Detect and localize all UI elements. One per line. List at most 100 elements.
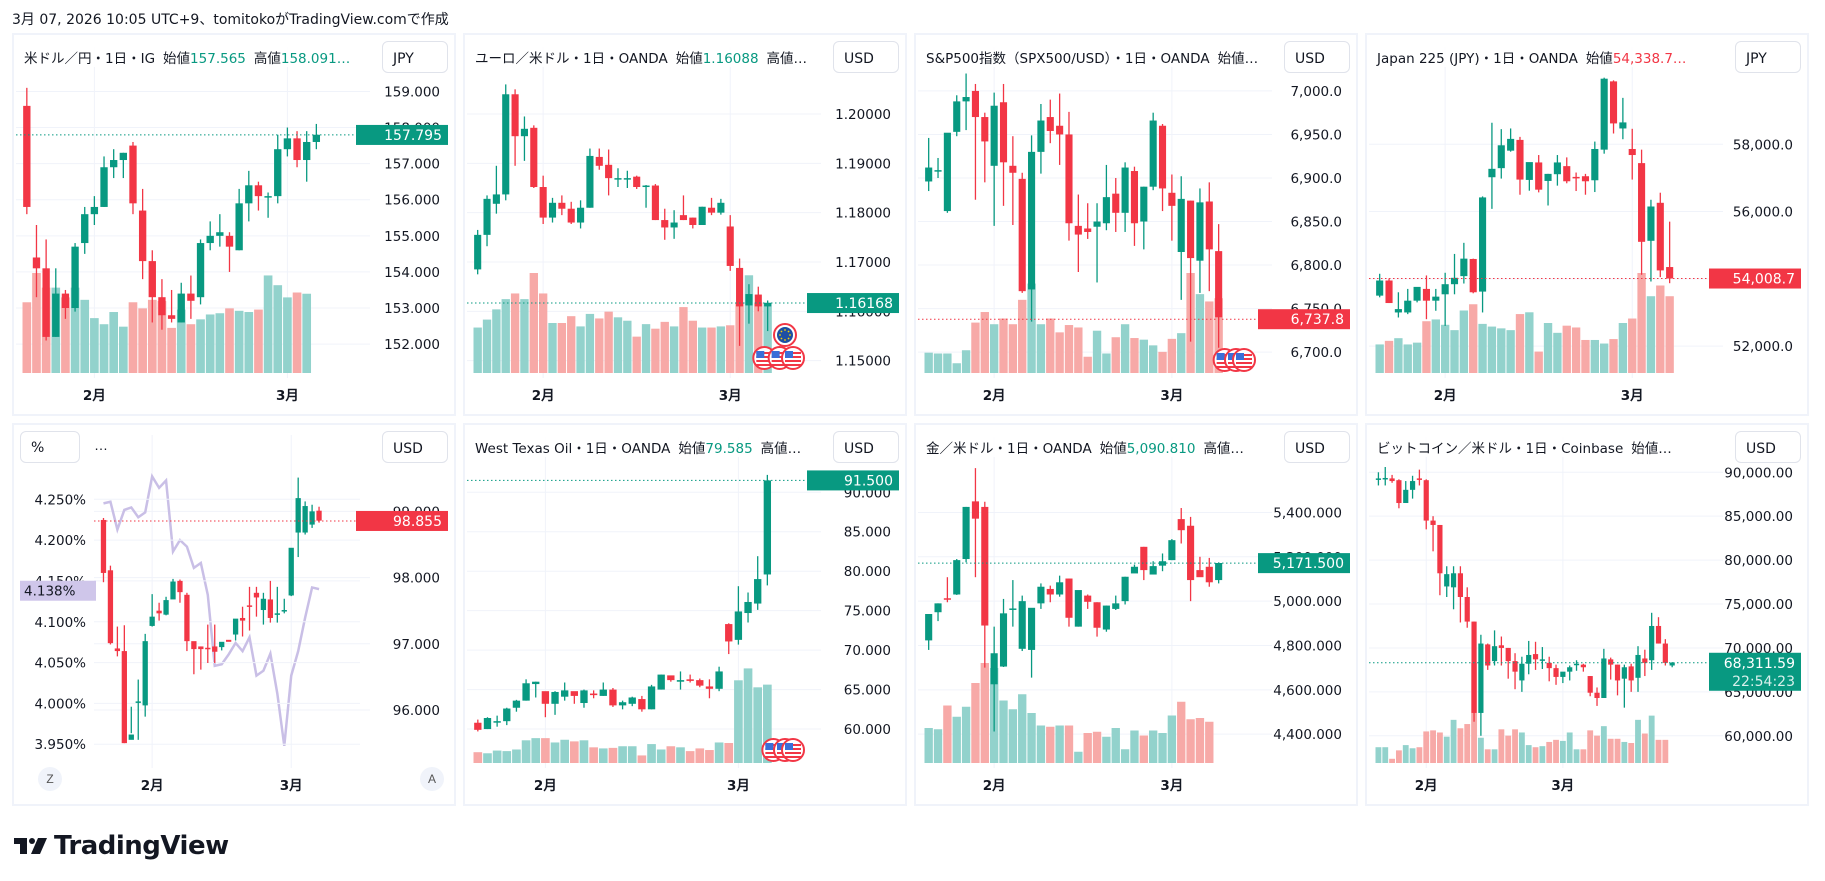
volume-bar [273, 285, 283, 373]
volume-bar [637, 755, 647, 763]
candle [638, 695, 646, 712]
volume-bar [1543, 323, 1553, 373]
candle [312, 123, 321, 150]
left-scale-button[interactable]: % [20, 431, 80, 463]
last-price-label: 6,737.8 [1291, 312, 1344, 328]
candle [128, 706, 134, 740]
volume-bar [1102, 353, 1111, 373]
y-tick-label: 1.19000 [835, 156, 891, 172]
chart-svg: 4,400.0004,600.0004,800.0005,000.0005,20… [918, 437, 1350, 794]
chart-panel[interactable]: 52,000.054,000.056,000.058,000.02月3月54,0… [1365, 33, 1809, 416]
symbol-title[interactable]: S&P500指数（SPX500/USD）・1日・OANDA 始値… [926, 47, 1263, 67]
volume-bar [1505, 735, 1512, 763]
eu-event-icon[interactable] [773, 323, 797, 347]
ohlc-value: 158.091… [280, 51, 351, 67]
last-price-label: 68,311.59 [1724, 656, 1795, 672]
ohlc-value: 54,338.7… [1612, 51, 1687, 67]
candle [647, 684, 656, 710]
candle [71, 243, 79, 312]
candle [1065, 578, 1073, 627]
chart-panel[interactable]: 60,000.00 65,000.00 70,000.00 75,000.00 80,0… [1365, 423, 1809, 806]
volume-bar [1148, 730, 1158, 763]
symbol-title[interactable]: 米ドル／円・1日・IG 始値157.565 高値158.091… [24, 47, 355, 67]
candle [1130, 166, 1139, 246]
ohlc-label: 高値 [253, 51, 281, 67]
symbol-title[interactable]: West Texas Oil・1日・OANDA 始値79.585 高値… [475, 437, 806, 457]
candle [1669, 661, 1675, 668]
volume-bar [1008, 709, 1018, 763]
currency-button[interactable]: USD [1735, 431, 1801, 463]
candle [1580, 663, 1586, 672]
symbol-title[interactable]: ユーロ／米ドル・1日・OANDA 始値1.16088 高値… [475, 47, 812, 67]
candle [226, 639, 232, 642]
symbol-title[interactable]: Japan 225 (JPY)・1日・OANDA 始値54,338.7… [1377, 47, 1691, 67]
candle [1478, 634, 1484, 736]
us-event-icon[interactable] [781, 346, 805, 370]
y-tick-label: 85.000 [844, 525, 891, 541]
candle [618, 700, 627, 710]
volume-bar [531, 738, 541, 763]
symbol-title[interactable]: 金／米ドル・1日・OANDA 始値5,090.810 高値… [926, 437, 1248, 457]
currency-button[interactable]: USD [1284, 431, 1350, 463]
candle [605, 149, 613, 196]
volume-bar [234, 310, 244, 373]
currency-button[interactable]: USD [833, 41, 899, 73]
y-tick-label: 60.000 [844, 722, 891, 738]
currency-button[interactable]: USD [833, 431, 899, 463]
candle [1491, 630, 1498, 666]
y-tick-label: 85,000.00 [1724, 509, 1793, 525]
y-tick-label: 154.000 [384, 265, 440, 281]
candle [1609, 80, 1618, 134]
volume-bar [589, 747, 598, 763]
auto-scale-badge[interactable]: A [420, 767, 444, 791]
currency-button[interactable]: JPY [1735, 41, 1801, 73]
chart-panel[interactable]: 6,700.06,750.06,800.06,850.06,900.06,950… [914, 33, 1358, 416]
symbol-title[interactable]: ビットコイン／米ドル・1日・Coinbase 始値… [1377, 437, 1676, 457]
volume-bar [176, 309, 186, 373]
volume-bar [1665, 296, 1674, 373]
volume-bar [679, 307, 688, 373]
chart-panel[interactable]: 96.00097.00098.00099.0002月3月3.950%4.000%… [12, 423, 456, 806]
candle [633, 175, 641, 189]
candle [707, 197, 716, 216]
chart-panel[interactable]: 60.000 65.000 70.000 75.000 80.000 85.000 90.0… [463, 423, 907, 806]
candle [1037, 103, 1045, 174]
ohlc-label: 始値 [1585, 51, 1613, 67]
chart-panel[interactable]: 152.000 153.000 154.000 155.000 156.000 157.0… [12, 33, 456, 416]
currency-button[interactable]: USD [382, 431, 448, 463]
volume-bar [961, 350, 971, 373]
volume-bar [1491, 749, 1498, 763]
y-tick-label: 60,000.00 [1724, 729, 1793, 745]
candle [1587, 676, 1593, 697]
chart-panel[interactable]: 1.150001.160001.170001.180001.190001.200… [463, 33, 907, 416]
symbol-name: ユーロ／米ドル・1日・OANDA [475, 51, 668, 67]
us-event-icon[interactable] [1232, 348, 1256, 372]
candle [316, 506, 322, 523]
volume-bar [1559, 740, 1566, 763]
ohlc-value: 79.585 [705, 441, 753, 457]
symbol-title[interactable]: … [94, 437, 108, 453]
candle [1396, 479, 1402, 509]
currency-button[interactable]: JPY [382, 41, 448, 73]
us-event-icon[interactable] [781, 738, 805, 762]
volume-bar [1635, 719, 1641, 763]
currency-button[interactable]: USD [1284, 41, 1350, 73]
zoom-badge[interactable]: Z [38, 767, 62, 791]
candle [309, 504, 315, 528]
x-tick-label: 3月 [1160, 778, 1183, 794]
last-price-box [1258, 553, 1350, 574]
volume-bar [1648, 715, 1655, 763]
volume-bar [688, 320, 697, 373]
candle [764, 300, 772, 332]
volume-bar [501, 299, 510, 373]
tradingview-logo[interactable]: TradingView [14, 831, 229, 861]
volume-bar [1046, 726, 1055, 763]
candle [1102, 605, 1110, 632]
candle [520, 116, 529, 161]
chart-panel[interactable]: 4,400.0004,600.0004,800.0005,000.0005,20… [914, 423, 1358, 806]
candle [558, 195, 566, 216]
volume-bar [1440, 324, 1450, 373]
candle [667, 675, 675, 682]
volume-bar [999, 700, 1008, 763]
volume-bar [263, 275, 273, 373]
